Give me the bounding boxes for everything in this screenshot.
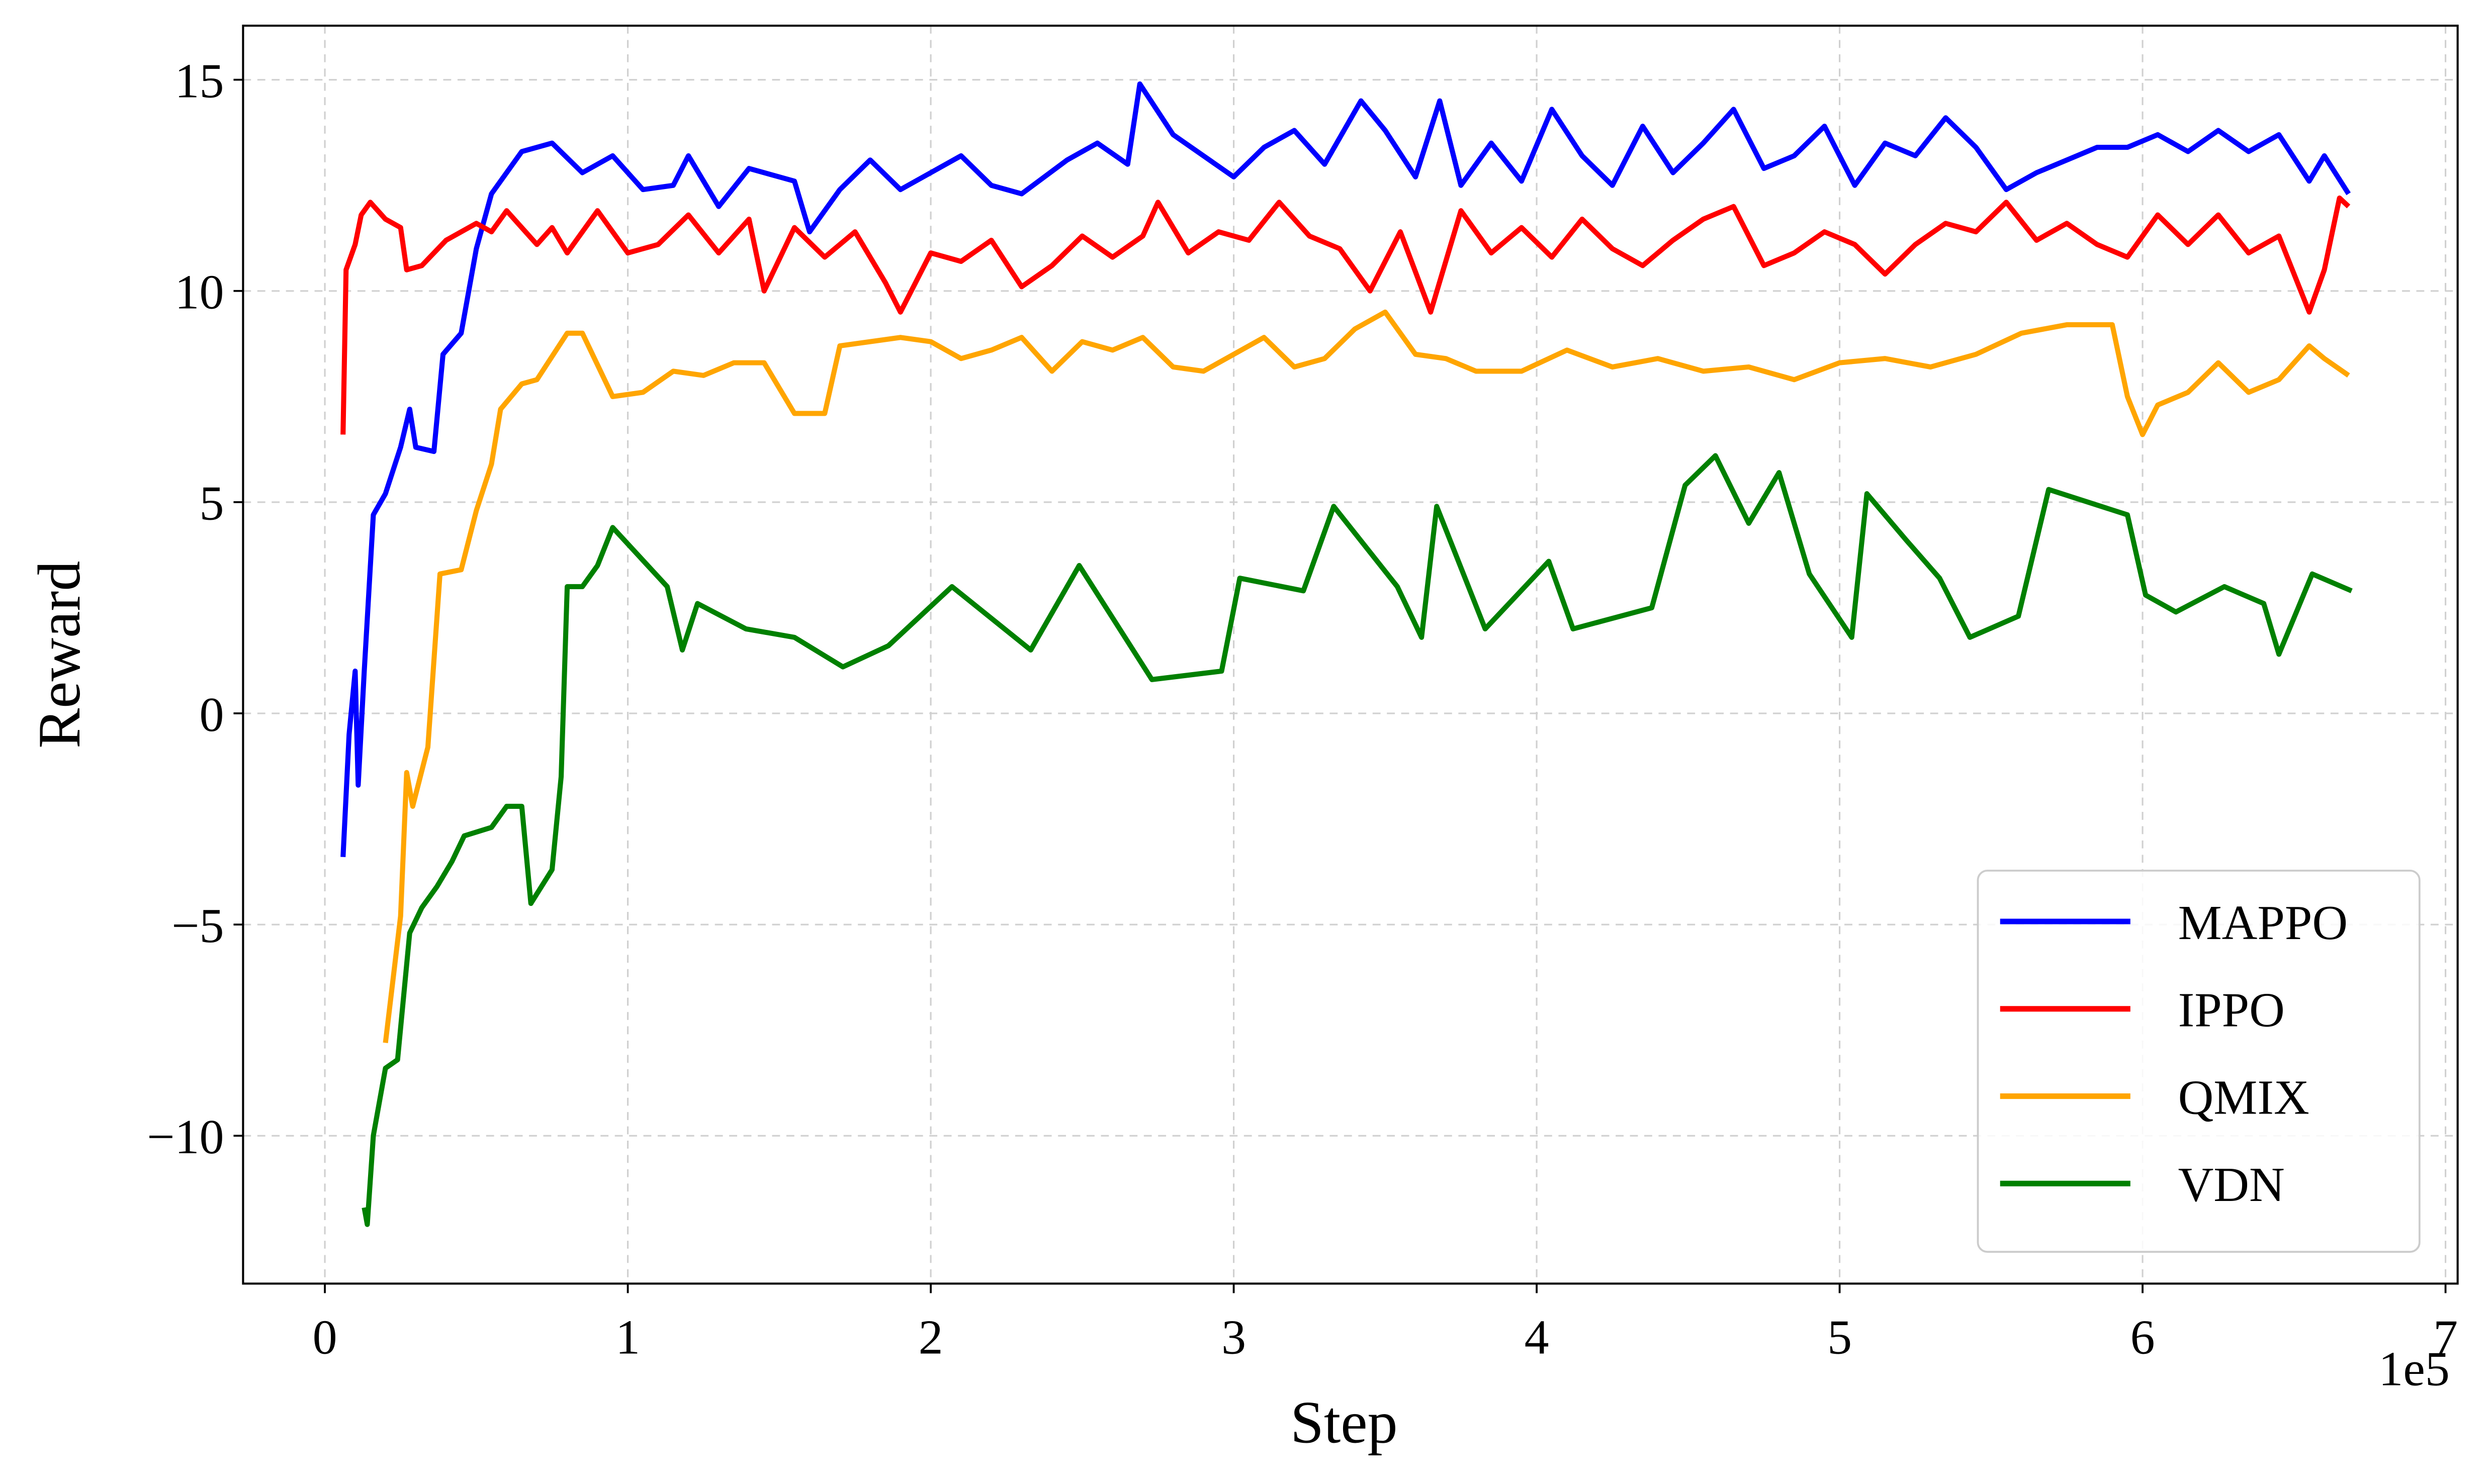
y-axis-label: Reward — [26, 561, 93, 749]
x-tick-label: 7 — [2433, 1310, 2458, 1364]
y-tick-label: −10 — [147, 1110, 224, 1164]
y-tick-label: 5 — [200, 477, 224, 531]
x-axis-label: Step — [1290, 1388, 1397, 1455]
y-tick-label: −5 — [171, 899, 224, 953]
y-tick-label: 15 — [175, 54, 224, 108]
x-tick-label: 0 — [313, 1310, 337, 1364]
plot-frame — [242, 25, 2459, 1285]
series-line — [383, 309, 2350, 1044]
legend-box — [1977, 870, 2421, 1253]
legend-label: IPPO — [2178, 983, 2285, 1038]
legend-label: MAPPO — [2178, 896, 2348, 950]
x-tick-label: 3 — [1221, 1310, 1246, 1364]
legend-label: QMIX — [2178, 1070, 2309, 1125]
legend: MAPPO IPPO QMIX VDN — [1977, 870, 2421, 1253]
series-line — [340, 81, 2351, 857]
series-line — [362, 453, 2353, 1227]
x-tick-label: 2 — [919, 1310, 943, 1364]
y-tick-label: 0 — [200, 688, 224, 742]
x-tick-label: 5 — [1827, 1310, 1852, 1364]
x-offset-text: 1e5 — [2378, 1342, 2449, 1397]
y-tick-label: 10 — [175, 265, 224, 320]
legend-label: VDN — [2178, 1158, 2285, 1212]
x-tick-label: 6 — [2130, 1310, 2155, 1364]
x-tick-label: 1 — [615, 1310, 640, 1364]
series-line — [340, 195, 2351, 435]
x-tick-label: 4 — [1525, 1310, 1549, 1364]
